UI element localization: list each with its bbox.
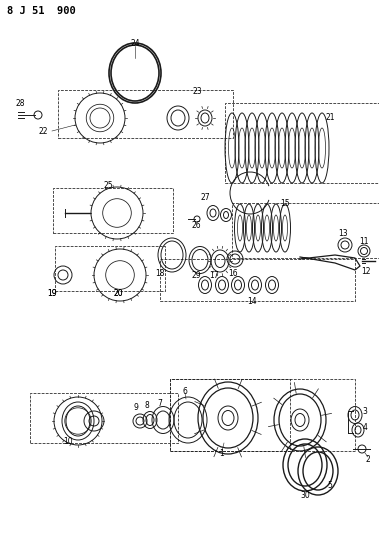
Bar <box>225 103 379 183</box>
Text: 13: 13 <box>338 229 348 238</box>
Text: 4: 4 <box>363 423 367 432</box>
Text: 14: 14 <box>247 296 257 305</box>
Text: 18: 18 <box>155 269 165 278</box>
Text: 12: 12 <box>361 266 371 276</box>
Text: 9: 9 <box>133 402 138 411</box>
Bar <box>170 379 355 451</box>
Text: 19: 19 <box>47 288 57 297</box>
Text: 5: 5 <box>327 481 332 489</box>
Bar <box>170 379 290 451</box>
Text: 29: 29 <box>191 271 201 279</box>
Text: 30: 30 <box>300 490 310 499</box>
Text: 2: 2 <box>366 455 370 464</box>
Bar <box>55 246 165 291</box>
Text: 16: 16 <box>228 269 238 278</box>
Text: 8 J 51  900: 8 J 51 900 <box>7 6 76 16</box>
Text: 28: 28 <box>15 99 25 108</box>
Text: 22: 22 <box>38 126 48 135</box>
Text: 19: 19 <box>47 288 57 297</box>
Text: 26: 26 <box>191 221 201 230</box>
Text: 23: 23 <box>192 86 202 95</box>
Bar <box>53 188 173 233</box>
Text: 8: 8 <box>145 400 149 409</box>
Text: 20: 20 <box>113 288 123 297</box>
Text: 3: 3 <box>363 407 367 416</box>
Text: 10: 10 <box>63 437 73 446</box>
Text: 1: 1 <box>219 448 224 457</box>
Text: 25: 25 <box>103 181 113 190</box>
Text: 7: 7 <box>158 399 163 408</box>
Bar <box>232 203 379 258</box>
Text: 21: 21 <box>325 114 335 123</box>
Text: 27: 27 <box>200 193 210 203</box>
Text: 24: 24 <box>130 38 140 47</box>
Bar <box>160 259 355 301</box>
Bar <box>30 393 178 443</box>
Text: 20: 20 <box>113 288 123 297</box>
Text: 17: 17 <box>209 271 219 279</box>
Text: 11: 11 <box>359 237 369 246</box>
Bar <box>58 90 233 138</box>
Text: 6: 6 <box>183 386 188 395</box>
Text: 15: 15 <box>280 198 290 207</box>
